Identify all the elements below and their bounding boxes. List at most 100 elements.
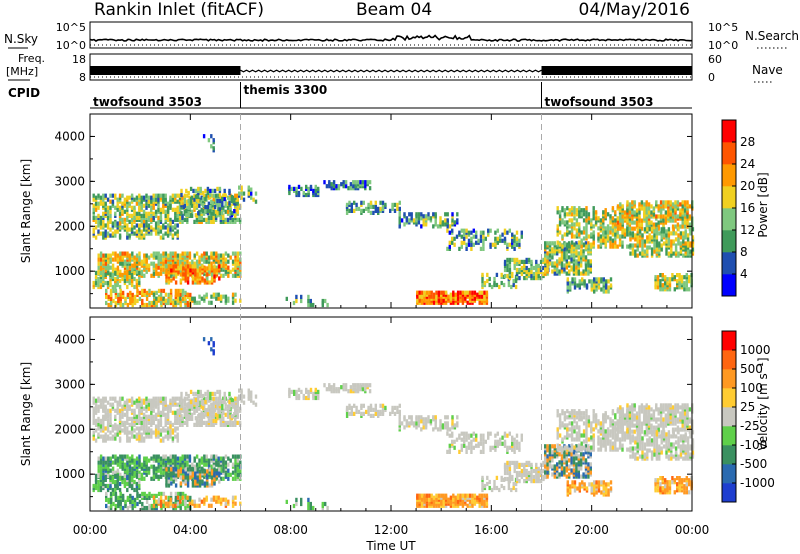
power-cell — [670, 243, 673, 248]
power-cell — [556, 259, 559, 264]
power-cell — [688, 275, 691, 280]
power-cell — [92, 197, 95, 202]
colorbar-swatch — [722, 252, 736, 275]
power-cell — [511, 232, 514, 237]
power-cell — [164, 225, 167, 230]
power-cell — [558, 269, 561, 274]
power-cell — [239, 298, 242, 303]
power-cell — [176, 217, 179, 222]
velocity-cell — [174, 454, 177, 459]
power-cell — [290, 186, 293, 191]
power-cell — [638, 216, 641, 221]
power-cell — [425, 300, 429, 305]
velocity-cell — [109, 456, 112, 461]
power-cell — [145, 302, 149, 308]
power-cell — [182, 266, 185, 271]
velocity-cell — [212, 495, 216, 500]
velocity-cell — [152, 396, 155, 401]
velocity-cell — [217, 499, 220, 504]
velocity-cell — [121, 428, 124, 433]
velocity-cell — [167, 467, 171, 472]
velocity-cell — [234, 468, 237, 473]
velocity-cell — [106, 483, 110, 489]
power-cell — [152, 261, 156, 266]
power-cell — [179, 298, 182, 304]
power-cell — [569, 285, 572, 290]
power-cell — [233, 201, 236, 206]
power-cell — [643, 216, 646, 221]
power-cell — [94, 219, 98, 224]
power-cell — [166, 217, 170, 222]
power-cell — [424, 214, 428, 219]
power-cell — [325, 184, 329, 189]
velocity-cell — [131, 454, 134, 459]
velocity-cell — [184, 471, 187, 476]
power-cell — [458, 230, 461, 235]
velocity-cell — [238, 420, 242, 425]
velocity-cell — [218, 401, 222, 407]
power-cell — [626, 218, 629, 223]
velocity-cell — [102, 426, 105, 431]
power-cell — [178, 193, 182, 198]
velocity-cell — [196, 467, 199, 472]
power-cell — [483, 296, 486, 301]
cpid-segment-label: twofsound 3503 — [545, 95, 654, 109]
power-cell — [653, 229, 656, 234]
velocity-cell — [114, 487, 117, 493]
power-cell — [634, 253, 637, 258]
power-cell — [476, 292, 479, 297]
velocity-cell — [97, 404, 100, 409]
power-cell — [525, 257, 528, 262]
velocity-cell — [186, 420, 189, 425]
velocity-cell — [99, 454, 103, 459]
power-cell — [202, 217, 206, 222]
power-cell — [201, 190, 205, 196]
velocity-cell — [192, 391, 195, 396]
power-cell — [226, 201, 230, 206]
power-cell — [133, 205, 136, 210]
power-cell — [107, 259, 110, 264]
velocity-cell — [162, 426, 165, 431]
power-cell — [614, 222, 617, 227]
power-cell — [674, 200, 677, 205]
velocity-cell — [121, 505, 125, 511]
power-cell — [679, 212, 682, 217]
power-cell — [643, 202, 646, 207]
power-cell — [488, 276, 491, 282]
power-cell — [212, 219, 215, 224]
power-cell — [297, 190, 301, 196]
power-cell — [116, 203, 119, 208]
power-cell — [114, 233, 117, 238]
power-cell — [99, 265, 103, 270]
velocity-cell — [118, 436, 122, 441]
power-cell — [355, 206, 358, 211]
power-cell — [109, 233, 112, 238]
power-cell — [530, 273, 533, 279]
velocity-cell — [212, 400, 215, 405]
power-cell — [475, 240, 478, 245]
velocity-cell — [210, 402, 213, 407]
power-cell — [203, 294, 206, 299]
power-cell — [97, 213, 100, 218]
power-cell — [584, 255, 588, 260]
nsky-label: N.Sky — [4, 32, 38, 46]
power-cell — [587, 234, 591, 239]
power-cell — [135, 215, 139, 220]
freq-label-bottom: [MHz] — [6, 65, 38, 78]
power-cell — [662, 204, 665, 209]
velocity-cell — [133, 501, 137, 507]
velocity-cell — [128, 477, 131, 482]
power-cell — [207, 138, 211, 143]
power-cell — [478, 290, 481, 295]
velocity-cell — [186, 467, 190, 472]
velocity-cell — [182, 475, 185, 480]
power-cell — [167, 292, 170, 297]
velocity-cell — [210, 497, 213, 502]
velocity-cell — [176, 464, 180, 469]
velocity-cell — [188, 464, 192, 469]
power-cell — [518, 238, 521, 243]
power-cell — [682, 231, 685, 236]
power-cell — [215, 292, 218, 297]
power-cell — [181, 269, 184, 274]
velocity-cell — [94, 477, 98, 482]
